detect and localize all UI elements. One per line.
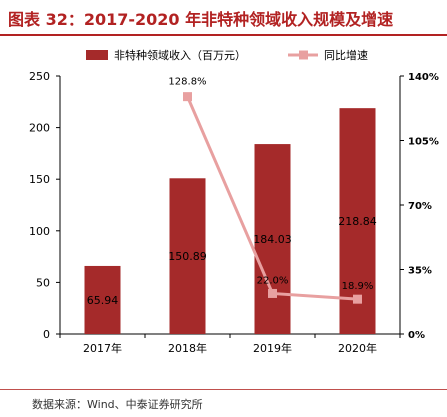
bar-value-label: 218.84	[338, 215, 377, 228]
source-divider	[0, 389, 447, 390]
x-tick-label: 2018年	[168, 341, 207, 355]
x-tick-label: 2020年	[338, 341, 377, 355]
line-value-label: 128.8%	[168, 77, 206, 88]
y-right-tick-label: 140%	[408, 72, 439, 83]
y-left-tick-label: 200	[29, 122, 50, 135]
legend-line-marker	[299, 50, 308, 60]
data-labels: 65.94 150.89 184.03 218.84 128.8% 22.0% 18.9%	[87, 77, 377, 307]
y-right-tick-label: 105%	[408, 137, 439, 148]
bar-series	[84, 108, 376, 334]
x-tick-label: 2019年	[253, 341, 292, 355]
y-left-tick-label: 50	[36, 276, 50, 289]
y-left-tick-label: 250	[29, 70, 50, 83]
chart-title: 图表 32：2017-2020 年非特种领域收入规模及增速	[8, 10, 394, 29]
source-note: 数据来源：Wind、中泰证券研究所	[32, 398, 203, 411]
chart-title-area: 图表 32：2017-2020 年非特种领域收入规模及增速	[0, 0, 447, 36]
combo-chart: 非特种领域收入（百万元） 同比增速 0 50 100 150 200 250 0% 35% 70%…	[29, 48, 439, 355]
y-right-tick-label: 35%	[408, 266, 432, 277]
axes: 0 50 100 150 200 250 0% 35% 70% 105% 140% 2017年 2018…	[29, 70, 439, 355]
bar-value-label: 150.89	[168, 250, 207, 263]
line-point	[353, 294, 362, 304]
legend-bar-label: 非特种领域收入（百万元）	[114, 48, 246, 62]
line-value-label: 22.0%	[257, 275, 289, 286]
y-left-tick-label: 100	[29, 225, 50, 238]
bar-value-label: 184.03	[253, 233, 292, 246]
bar-value-label: 65.94	[87, 294, 119, 307]
x-tick-label: 2017年	[83, 341, 122, 355]
bar	[254, 144, 291, 334]
line-point	[268, 288, 277, 298]
bar	[169, 178, 206, 334]
line-value-label: 18.9%	[342, 281, 374, 292]
y-left-tick-label: 150	[29, 173, 50, 186]
legend-line-label: 同比增速	[324, 48, 368, 62]
legend-bar-swatch	[86, 50, 108, 60]
line-series	[183, 92, 362, 304]
y-right-tick-label: 0%	[408, 330, 425, 341]
bar	[84, 265, 121, 334]
title-divider	[0, 34, 447, 36]
y-left-tick-label: 0	[43, 328, 50, 341]
legend: 非特种领域收入（百万元） 同比增速	[86, 48, 368, 62]
line-point	[183, 92, 192, 102]
y-right-tick-label: 70%	[408, 201, 432, 212]
